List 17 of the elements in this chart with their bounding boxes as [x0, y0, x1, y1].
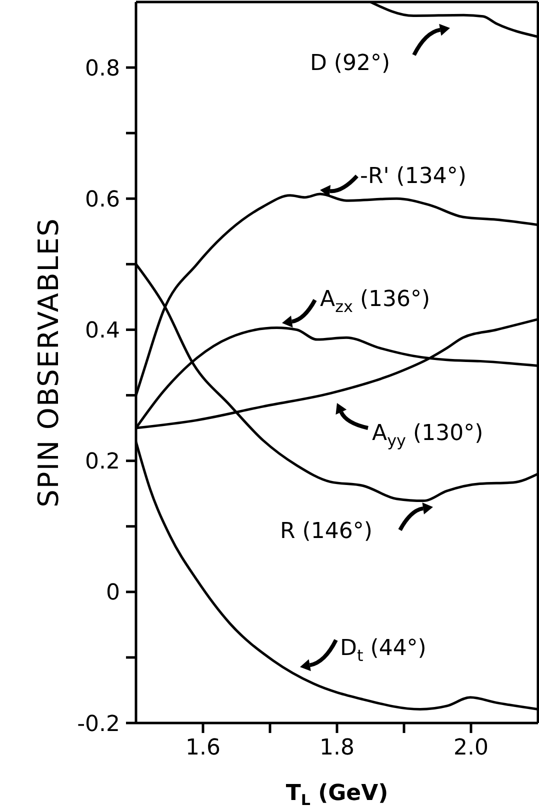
- y-tick-label: -0.2: [77, 712, 120, 737]
- annotation: R (146°): [280, 519, 372, 544]
- annotation: -R' (134°): [360, 164, 466, 189]
- annotation: D$_{t}$ (44°): [340, 636, 426, 665]
- x-tick-label: 1.8: [320, 736, 354, 761]
- y-tick-label: 0.8: [85, 56, 120, 82]
- x-axis-title: T$_{L}$ (GeV): [286, 781, 388, 810]
- x-tick-label: 1.6: [186, 736, 220, 761]
- text: 2.0: [454, 736, 488, 761]
- y-tick-label: 0.2: [85, 450, 120, 475]
- y-tick-label: 0.4: [85, 318, 120, 344]
- y-tick-label: 0: [106, 580, 120, 606]
- y-tick-label: 0.6: [85, 187, 120, 212]
- annotation: A$_{zx}$ (136°): [320, 287, 430, 316]
- y-axis-title: SPIN OBSERVABLES: [32, 218, 65, 508]
- annotation: D (92°): [310, 51, 390, 76]
- annotation: A$_{yy}$ (130°): [372, 421, 484, 450]
